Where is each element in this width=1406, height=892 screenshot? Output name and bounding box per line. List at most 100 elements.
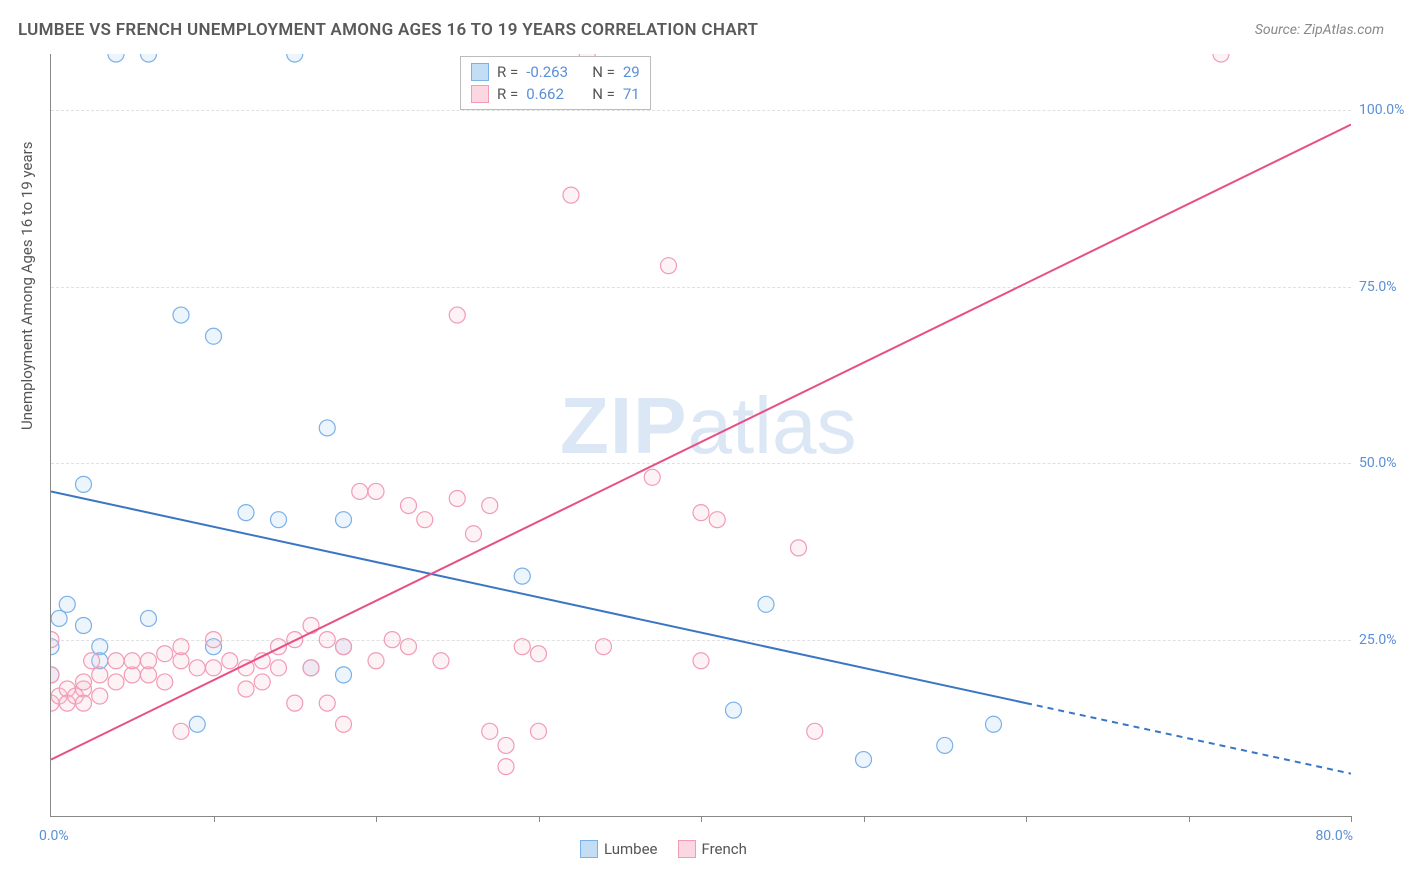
scatter-point [206, 660, 222, 676]
scatter-point [92, 688, 108, 704]
scatter-point [271, 660, 287, 676]
y-tick-label: 100.0% [1359, 102, 1406, 118]
scatter-point [51, 667, 59, 683]
n-label: N = [592, 83, 615, 105]
legend-swatch [471, 63, 489, 81]
scatter-point [498, 759, 514, 775]
scatter-point [108, 653, 124, 669]
scatter-point [336, 667, 352, 683]
scatter-point [141, 54, 157, 62]
scatter-point [693, 505, 709, 521]
scatter-point [807, 723, 823, 739]
scatter-point [222, 653, 238, 669]
y-tick-label: 50.0% [1359, 455, 1406, 471]
scatter-point [368, 483, 384, 499]
scatter-point [59, 596, 75, 612]
scatter-point [173, 723, 189, 739]
scatter-point [336, 512, 352, 528]
x-tick [539, 816, 540, 822]
scatter-point [319, 632, 335, 648]
legend-row: R = -0.263N = 29 [471, 61, 640, 83]
scatter-point [482, 498, 498, 514]
scatter-point [352, 483, 368, 499]
scatter-point [206, 632, 222, 648]
chart-plot-area: 0.0% 80.0% 25.0%50.0%75.0%100.0% [50, 54, 1351, 817]
n-label: N = [592, 61, 615, 83]
scatter-point [531, 723, 547, 739]
legend-swatch [580, 840, 598, 858]
legend-item: French [678, 840, 747, 858]
series-legend: Lumbee French [580, 840, 747, 858]
source-citation: Source: ZipAtlas.com [1255, 22, 1384, 38]
x-axis-min-label: 0.0% [39, 828, 69, 844]
scatter-point [84, 653, 100, 669]
scatter-point [173, 639, 189, 655]
r-value: 0.662 [526, 83, 578, 105]
scatter-point [758, 596, 774, 612]
scatter-point [254, 674, 270, 690]
scatter-point [986, 716, 1002, 732]
scatter-point [108, 674, 124, 690]
scatter-point [482, 723, 498, 739]
scatter-point [76, 695, 92, 711]
legend-label: French [702, 840, 747, 858]
scatter-point [514, 568, 530, 584]
correlation-legend: R = -0.263N = 29R = 0.662 N = 71 [460, 56, 651, 110]
r-label: R = [497, 61, 518, 83]
chart-svg [51, 54, 1351, 816]
scatter-point [271, 512, 287, 528]
scatter-point [303, 618, 319, 634]
scatter-point [76, 618, 92, 634]
legend-swatch [471, 85, 489, 103]
scatter-point [336, 716, 352, 732]
y-tick-label: 75.0% [1359, 279, 1406, 295]
x-tick [864, 816, 865, 822]
x-tick [1351, 816, 1352, 822]
scatter-point [206, 328, 222, 344]
scatter-point [596, 639, 612, 655]
scatter-point [726, 702, 742, 718]
scatter-point [531, 646, 547, 662]
scatter-point [498, 737, 514, 753]
x-tick [214, 816, 215, 822]
n-value: 29 [623, 61, 640, 83]
scatter-point [157, 646, 173, 662]
n-value: 71 [623, 83, 640, 105]
legend-item: Lumbee [580, 840, 658, 858]
scatter-point [401, 639, 417, 655]
scatter-point [238, 505, 254, 521]
scatter-point [319, 420, 335, 436]
scatter-point [563, 187, 579, 203]
scatter-point [92, 667, 108, 683]
x-tick [701, 816, 702, 822]
scatter-point [514, 639, 530, 655]
scatter-point [417, 512, 433, 528]
scatter-point [449, 307, 465, 323]
scatter-point [644, 469, 660, 485]
scatter-point [368, 653, 384, 669]
scatter-point [157, 674, 173, 690]
scatter-point [238, 681, 254, 697]
scatter-point [141, 610, 157, 626]
x-tick [1189, 816, 1190, 822]
legend-row: R = 0.662 N = 71 [471, 83, 640, 105]
r-label: R = [497, 83, 518, 105]
scatter-point [336, 639, 352, 655]
scatter-point [108, 54, 124, 62]
scatter-point [661, 258, 677, 274]
scatter-point [76, 674, 92, 690]
legend-swatch [678, 840, 696, 858]
scatter-point [141, 667, 157, 683]
legend-label: Lumbee [604, 840, 658, 858]
scatter-point [189, 660, 205, 676]
scatter-point [173, 307, 189, 323]
scatter-point [51, 610, 67, 626]
scatter-point [384, 632, 400, 648]
scatter-point [189, 716, 205, 732]
scatter-point [466, 526, 482, 542]
scatter-point [433, 653, 449, 669]
scatter-point [76, 476, 92, 492]
x-tick [1026, 816, 1027, 822]
scatter-point [319, 695, 335, 711]
chart-title: LUMBEE VS FRENCH UNEMPLOYMENT AMONG AGES… [18, 20, 758, 40]
